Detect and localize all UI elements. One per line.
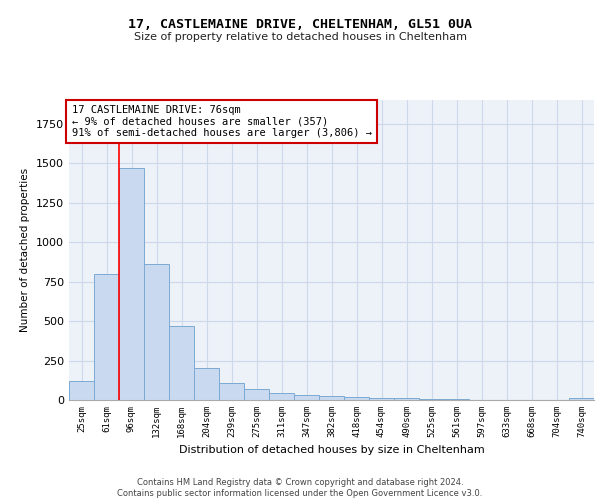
Bar xyxy=(344,397,369,400)
Bar xyxy=(119,168,144,400)
Text: 17, CASTLEMAINE DRIVE, CHELTENHAM, GL51 0UA: 17, CASTLEMAINE DRIVE, CHELTENHAM, GL51 … xyxy=(128,18,472,30)
Text: Size of property relative to detached houses in Cheltenham: Size of property relative to detached ho… xyxy=(133,32,467,42)
Bar xyxy=(94,274,119,400)
Y-axis label: Number of detached properties: Number of detached properties xyxy=(20,168,31,332)
Bar xyxy=(69,381,94,400)
Bar xyxy=(369,398,394,400)
Bar xyxy=(394,398,419,400)
Bar xyxy=(419,398,444,400)
Bar xyxy=(269,393,294,400)
Bar xyxy=(169,326,194,400)
Bar xyxy=(444,399,469,400)
Text: Contains HM Land Registry data © Crown copyright and database right 2024.
Contai: Contains HM Land Registry data © Crown c… xyxy=(118,478,482,498)
Text: 17 CASTLEMAINE DRIVE: 76sqm
← 9% of detached houses are smaller (357)
91% of sem: 17 CASTLEMAINE DRIVE: 76sqm ← 9% of deta… xyxy=(71,104,371,138)
Bar xyxy=(244,389,269,400)
Bar xyxy=(144,264,169,400)
Bar xyxy=(219,384,244,400)
Bar xyxy=(294,396,319,400)
Bar xyxy=(194,368,219,400)
Bar xyxy=(319,396,344,400)
X-axis label: Distribution of detached houses by size in Cheltenham: Distribution of detached houses by size … xyxy=(179,446,484,456)
Bar xyxy=(569,398,594,400)
